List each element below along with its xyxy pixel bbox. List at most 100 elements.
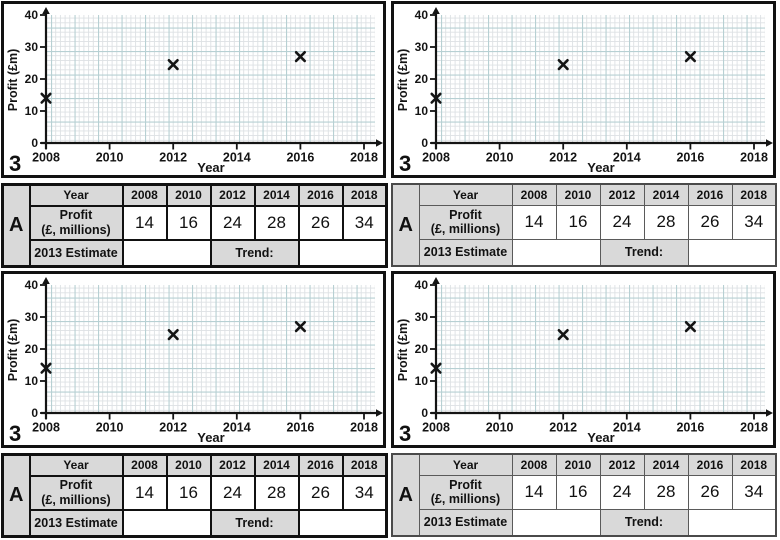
estimate-header: 2013 Estimate	[418, 238, 513, 267]
estimate-answer-cell[interactable]	[511, 238, 601, 267]
profit-value-2014: 28	[643, 474, 689, 510]
svg-text:2018: 2018	[350, 421, 378, 435]
quadrant-top-right: 0 10 20 30 40 2008 2010 2012 2014 2016 2018 Profit …	[390, 0, 780, 270]
profit-header: Profit (£, millions)	[28, 474, 124, 511]
table-wrap: A Year 2008 2010 2012 2014 2016 2018 Pro…	[1, 183, 388, 268]
x-axis-label: Year	[587, 160, 614, 175]
svg-text:0: 0	[31, 406, 38, 420]
svg-text:20: 20	[415, 72, 429, 86]
profit-scatter-chart[interactable]: 0 10 20 30 40 2008 2010 2012 2014 2016 2018 Profit …	[394, 274, 773, 445]
table-header-row: A Year 2008 2010 2012 2014 2016 2018	[391, 183, 777, 267]
year-col-2012: 2012	[599, 183, 645, 206]
svg-text:30: 30	[415, 40, 429, 54]
year-col-2008: 2008	[121, 453, 168, 477]
estimate-row: 2013 Estimate Trend:	[392, 508, 777, 537]
profit-value-2010: 16	[165, 204, 212, 241]
svg-text:2012: 2012	[549, 421, 577, 435]
year-col-2014: 2014	[253, 183, 300, 207]
svg-text:2014: 2014	[613, 421, 641, 435]
svg-text:2008: 2008	[32, 421, 60, 435]
data-point-x-marker	[430, 362, 442, 374]
svg-text:2014: 2014	[223, 421, 251, 435]
data-point-x-marker	[40, 92, 52, 104]
profit-header-line2: (£, millions)	[41, 492, 111, 507]
svg-text:10: 10	[25, 104, 39, 118]
svg-text:2012: 2012	[549, 151, 577, 165]
data-point-x-marker	[684, 51, 696, 63]
svg-text:40: 40	[415, 8, 429, 22]
profit-header-line1: Profit	[59, 208, 93, 223]
year-col-2016: 2016	[687, 183, 733, 206]
table-wrap: A Year 2008 2010 2012 2014 2016 2018 Pro…	[1, 453, 388, 538]
svg-text:2016: 2016	[286, 421, 314, 435]
profit-value-2010: 16	[555, 474, 601, 510]
trend-answer-cell[interactable]	[687, 508, 777, 537]
svg-text:20: 20	[415, 342, 429, 356]
trend-answer-cell[interactable]	[687, 238, 777, 267]
x-axis-label: Year	[197, 430, 224, 445]
profit-table: A Year 2008 2010 2012 2014 2016 2018 Pro…	[391, 183, 777, 267]
answer-label: A	[391, 453, 420, 537]
answer-label: A	[1, 453, 31, 538]
estimate-answer-cell[interactable]	[511, 508, 601, 537]
year-col-2014: 2014	[253, 453, 300, 477]
data-point-x-marker	[684, 321, 696, 333]
year-col-2012: 2012	[209, 183, 256, 207]
year-col-2014: 2014	[643, 453, 689, 476]
estimate-header: 2013 Estimate	[28, 508, 124, 538]
quadrant-bottom-left: 0 10 20 30 40 2008 2010 2012 2014 2016 2018 Profit …	[0, 270, 390, 540]
trend-answer-cell[interactable]	[297, 508, 388, 538]
chart-panel: 0 10 20 30 40 2008 2010 2012 2014 2016 2018 Profit …	[391, 271, 776, 448]
profit-scatter-chart[interactable]: 0 10 20 30 40 2008 2010 2012 2014 2016 2018 Profit …	[4, 274, 383, 445]
year-col-2010: 2010	[555, 183, 601, 206]
svg-text:40: 40	[25, 278, 39, 292]
svg-text:20: 20	[25, 342, 39, 356]
axes	[431, 13, 768, 149]
axes	[41, 283, 378, 419]
profit-value-2014: 28	[253, 474, 300, 511]
year-col-2008: 2008	[511, 453, 557, 476]
data-point-x-marker	[557, 59, 569, 71]
profit-value-2018: 34	[341, 204, 388, 241]
answer-label: A	[1, 183, 31, 268]
trend-header: Trend:	[599, 508, 689, 537]
year-header: Year	[418, 453, 513, 476]
year-header: Year	[28, 453, 124, 477]
svg-text:2010: 2010	[96, 151, 124, 165]
question-number: 3	[399, 421, 412, 446]
svg-text:20: 20	[25, 72, 39, 86]
svg-text:2014: 2014	[223, 151, 251, 165]
profit-header-line1: Profit	[59, 478, 93, 493]
svg-text:2018: 2018	[740, 151, 768, 165]
trend-answer-cell[interactable]	[297, 238, 388, 268]
year-header: Year	[418, 183, 513, 206]
chart-panel: 0 10 20 30 40 2008 2010 2012 2014 2016 2018 Profit …	[1, 1, 386, 178]
profit-value-2016: 26	[297, 204, 344, 241]
estimate-answer-cell[interactable]	[121, 508, 212, 538]
profit-scatter-chart[interactable]: 0 10 20 30 40 2008 2010 2012 2014 2016 2018 Profit …	[394, 4, 773, 175]
year-col-2018: 2018	[731, 453, 777, 476]
graph-paper-grid	[436, 15, 765, 143]
svg-text:10: 10	[415, 104, 429, 118]
svg-text:30: 30	[415, 310, 429, 324]
svg-text:0: 0	[421, 406, 428, 420]
year-col-2018: 2018	[341, 453, 388, 477]
y-axis-label: Profit (£m)	[396, 49, 410, 112]
profit-scatter-chart[interactable]: 0 10 20 30 40 2008 2010 2012 2014 2016 2018 Profit …	[4, 4, 383, 175]
year-col-2010: 2010	[555, 453, 601, 476]
profit-header-line2: (£, millions)	[430, 222, 501, 236]
year-col-2010: 2010	[165, 183, 212, 207]
table-header-row: A Year 2008 2010 2012 2014 2016 2018	[1, 453, 388, 538]
table-wrap: A Year 2008 2010 2012 2014 2016 2018 Pro…	[391, 183, 777, 267]
graph-paper-grid	[46, 285, 375, 413]
year-col-2016: 2016	[297, 183, 344, 207]
profit-value-2018: 34	[731, 204, 777, 240]
svg-text:2016: 2016	[676, 421, 704, 435]
estimate-answer-cell[interactable]	[121, 238, 212, 268]
svg-text:2010: 2010	[96, 421, 124, 435]
y-axis-label: Profit (£m)	[6, 319, 20, 382]
svg-text:40: 40	[25, 8, 39, 22]
year-col-2018: 2018	[731, 183, 777, 206]
year-col-2008: 2008	[121, 183, 168, 207]
